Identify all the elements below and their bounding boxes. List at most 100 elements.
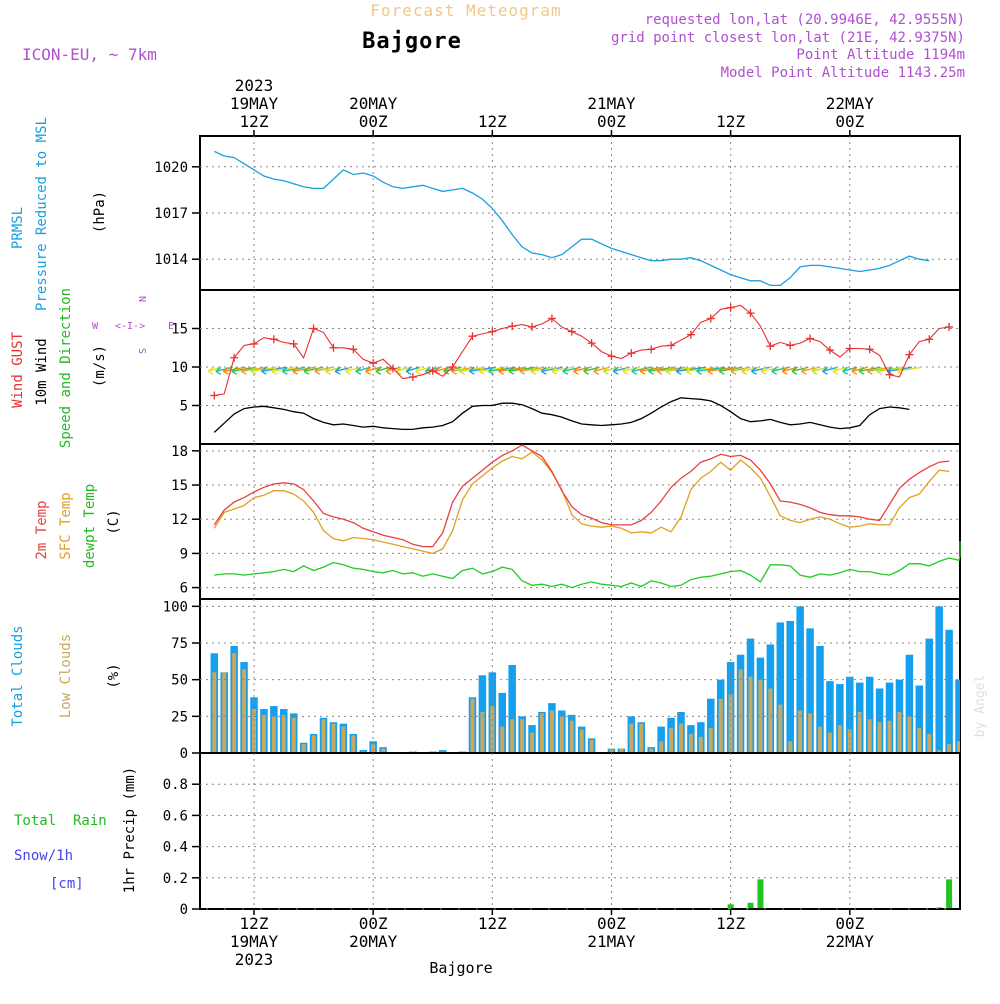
wind-dir-label: Speed and Direction <box>58 288 74 448</box>
time-label-bottom: 00Z <box>359 914 388 933</box>
total-cloud-bar <box>707 698 715 753</box>
wind-arrow <box>365 366 381 375</box>
y-tick-label: 10 <box>171 360 188 376</box>
pressure-y-ticks: 1014 1017 1020 <box>154 160 200 268</box>
gust-marker <box>269 335 278 344</box>
low-cloud-bar <box>659 741 664 753</box>
low-cloud-bar <box>629 723 634 753</box>
low-cloud-bar <box>688 733 693 753</box>
wind-unit: (m/s) <box>92 345 108 387</box>
dewpoint-label: dewpt Temp <box>82 484 98 568</box>
low-cloud-bar <box>381 748 386 753</box>
total-clouds-label: Total Clouds <box>10 625 26 726</box>
credit: by Angel <box>973 675 988 738</box>
y-tick-label: 15 <box>171 322 188 338</box>
gust-marker <box>667 341 676 350</box>
time-label-bottom: 21MAY <box>587 932 636 951</box>
low-cloud-bar <box>579 729 584 753</box>
y-tick-label: 25 <box>171 709 188 725</box>
gust-marker <box>488 327 497 336</box>
low-cloud-bar <box>957 741 960 753</box>
low-cloud-bar <box>728 694 733 753</box>
pressure-label-2: Pressure Reduced to MSL <box>34 117 50 311</box>
wind-arrow <box>551 366 572 375</box>
time-label-bottom: 20MAY <box>349 932 398 951</box>
low-cloud-bar <box>778 704 783 753</box>
wind-arrow <box>355 366 371 375</box>
total-cloud-bar <box>865 676 874 753</box>
wind-arrow <box>842 366 858 375</box>
model-altitude: Model Point Altitude 1143.25m <box>721 65 965 81</box>
wind-arrow <box>207 366 221 375</box>
wind-arrow <box>750 366 770 375</box>
time-label-top: 00Z <box>835 112 864 131</box>
top-title: Forecast Meteogram <box>370 1 561 20</box>
total-cloud-bar <box>806 628 814 753</box>
low-cloud-bar <box>500 726 505 753</box>
wind-arrow <box>730 366 751 375</box>
rain-bar <box>727 904 734 909</box>
wind-arrow <box>760 366 780 375</box>
time-label-top: 19MAY <box>230 94 279 113</box>
gust-marker <box>686 330 695 339</box>
low-cloud-bar <box>520 719 525 753</box>
gust-marker <box>885 370 894 379</box>
low-cloud-bar <box>539 713 544 753</box>
wind-gust-line <box>214 304 950 397</box>
low-cloud-bar <box>678 723 683 753</box>
low-cloud-bar <box>281 714 286 753</box>
y-tick-label: 6 <box>180 581 188 597</box>
compass-e: E <box>168 321 174 332</box>
rain-bar <box>946 879 953 909</box>
total-cloud-bar <box>816 645 824 753</box>
low-cloud-bar <box>947 744 952 753</box>
low-cloud-bar <box>530 732 535 753</box>
low-cloud-bar <box>549 710 554 753</box>
y-tick-label: 0.4 <box>163 840 188 856</box>
low-cloud-bar <box>808 713 813 753</box>
y-tick-label: 12 <box>171 512 188 528</box>
low-cloud-bar <box>271 716 276 753</box>
wind-arrow <box>811 366 829 375</box>
low-cloud-bar <box>301 744 306 753</box>
total-cloud-bar <box>885 682 894 753</box>
low-cloud-bar <box>847 729 852 753</box>
gust-marker <box>309 324 318 333</box>
time-label-top: 00Z <box>597 112 626 131</box>
rain-bar <box>757 879 764 909</box>
low-cloud-bar <box>917 728 922 753</box>
gust-marker <box>746 309 755 318</box>
gust-marker <box>766 342 775 351</box>
gust-marker <box>806 334 815 343</box>
gust-marker <box>786 341 795 350</box>
compass-w: W <box>92 321 99 332</box>
y-tick-label: 18 <box>171 444 188 460</box>
low-cloud-bar <box>321 719 326 753</box>
low-cloud-bar <box>232 653 237 753</box>
sfc-label: SFC Temp <box>58 492 74 559</box>
wind-arrow <box>415 366 431 375</box>
low-cloud-bar <box>877 722 882 753</box>
wind-arrow <box>375 366 391 375</box>
wind-arrow <box>832 366 848 375</box>
low-cloud-bar <box>708 728 713 753</box>
time-label-bottom: 2023 <box>235 950 274 969</box>
temperature-unit: (C) <box>106 509 122 534</box>
wind-arrow <box>478 366 506 375</box>
wind-speed-line <box>213 397 910 433</box>
low-cloud-bar <box>222 672 227 753</box>
pressure-panel: 1014 1017 1020 PRMSL Pressure Reduced to M… <box>10 117 961 311</box>
clouds-y-ticks: 0 25 50 75 100 <box>163 599 200 762</box>
gust-marker <box>428 366 437 375</box>
temperature-y-ticks: 6 9 12 15 18 <box>171 444 200 597</box>
time-label-top: 12Z <box>716 112 745 131</box>
low-cloud-bar <box>927 733 932 753</box>
low-cloud-bar <box>857 711 862 753</box>
gust-marker <box>845 344 854 353</box>
gust-marker <box>448 363 457 371</box>
low-cloud-bar <box>698 736 703 753</box>
low-cloud-bar <box>827 732 832 753</box>
precip-unit: 1hr Precip (mm) <box>122 767 138 893</box>
total-cloud-bar <box>786 621 794 753</box>
